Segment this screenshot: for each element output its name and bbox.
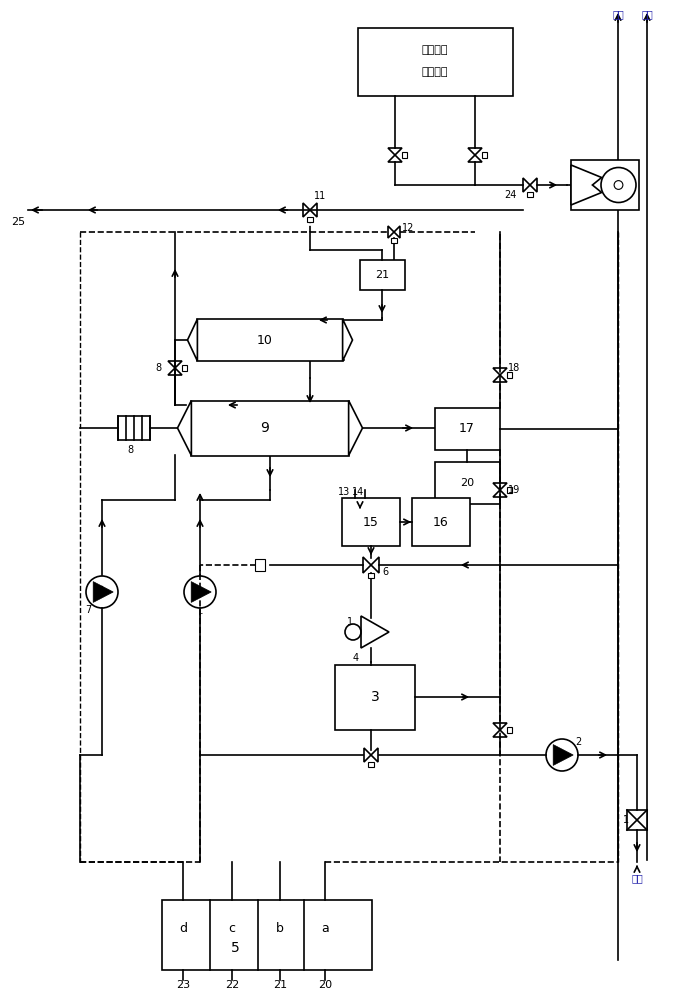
Bar <box>412 498 470 546</box>
Bar <box>192 400 349 456</box>
Bar <box>198 319 343 361</box>
Text: 21: 21 <box>375 270 389 280</box>
Bar <box>507 372 512 378</box>
Bar <box>571 160 639 210</box>
Text: 11: 11 <box>314 191 326 201</box>
Polygon shape <box>553 745 573 765</box>
Text: 22: 22 <box>225 980 239 990</box>
Bar <box>507 727 512 733</box>
Bar <box>435 462 500 504</box>
Text: 19: 19 <box>508 485 520 495</box>
Text: d: d <box>179 922 187 934</box>
Bar <box>368 573 374 578</box>
Text: 8: 8 <box>127 445 133 455</box>
Polygon shape <box>188 319 198 361</box>
Text: 烟气: 烟气 <box>641 9 653 19</box>
Text: 4: 4 <box>353 653 359 663</box>
Bar <box>368 762 374 767</box>
Bar <box>482 152 487 158</box>
Bar <box>391 238 397 243</box>
Text: 广用蒸汽: 广用蒸汽 <box>422 45 448 55</box>
Text: r: r <box>198 610 202 619</box>
Text: 17: 17 <box>459 422 475 436</box>
Text: 20: 20 <box>460 478 474 488</box>
Bar <box>435 408 500 450</box>
Bar <box>342 498 400 546</box>
Bar <box>118 416 150 440</box>
Text: c: c <box>229 922 236 934</box>
Text: 8: 8 <box>155 363 161 373</box>
Bar <box>358 28 513 96</box>
Bar <box>627 810 647 830</box>
Text: 排水: 排水 <box>631 873 643 883</box>
Text: 18: 18 <box>508 363 520 373</box>
Text: 25: 25 <box>11 217 25 227</box>
Polygon shape <box>349 400 362 456</box>
Bar <box>162 900 372 970</box>
Text: 14: 14 <box>352 487 364 497</box>
Bar <box>402 152 407 158</box>
Bar <box>255 559 265 571</box>
Bar <box>335 665 415 730</box>
Text: 15: 15 <box>363 516 379 528</box>
Text: 烟气: 烟气 <box>612 9 624 19</box>
Text: 3: 3 <box>370 690 379 704</box>
Text: 1: 1 <box>623 815 629 825</box>
Text: 脱硫系统: 脱硫系统 <box>422 67 448 77</box>
Text: 13: 13 <box>338 487 350 497</box>
Polygon shape <box>177 400 192 456</box>
Bar <box>307 217 313 222</box>
Text: 20: 20 <box>318 980 332 990</box>
Text: 1: 1 <box>347 617 353 627</box>
Polygon shape <box>191 582 211 602</box>
Text: 16: 16 <box>433 516 449 528</box>
Bar <box>527 192 533 197</box>
Text: 6: 6 <box>382 567 388 577</box>
Text: 7: 7 <box>85 605 91 615</box>
Bar <box>507 487 512 493</box>
Text: b: b <box>276 922 284 934</box>
Text: 23: 23 <box>176 980 190 990</box>
Text: 12: 12 <box>402 223 414 233</box>
Bar <box>182 365 187 371</box>
Bar <box>210 414 330 442</box>
Bar <box>360 260 405 290</box>
Polygon shape <box>93 582 113 602</box>
Polygon shape <box>343 319 353 361</box>
Text: 24: 24 <box>504 190 516 200</box>
Text: 5: 5 <box>231 941 240 955</box>
Text: 21: 21 <box>273 980 287 990</box>
Text: 9: 9 <box>261 421 269 435</box>
Text: a: a <box>321 922 329 934</box>
Text: 2: 2 <box>575 737 581 747</box>
Text: 10: 10 <box>257 334 273 347</box>
Polygon shape <box>571 165 602 205</box>
